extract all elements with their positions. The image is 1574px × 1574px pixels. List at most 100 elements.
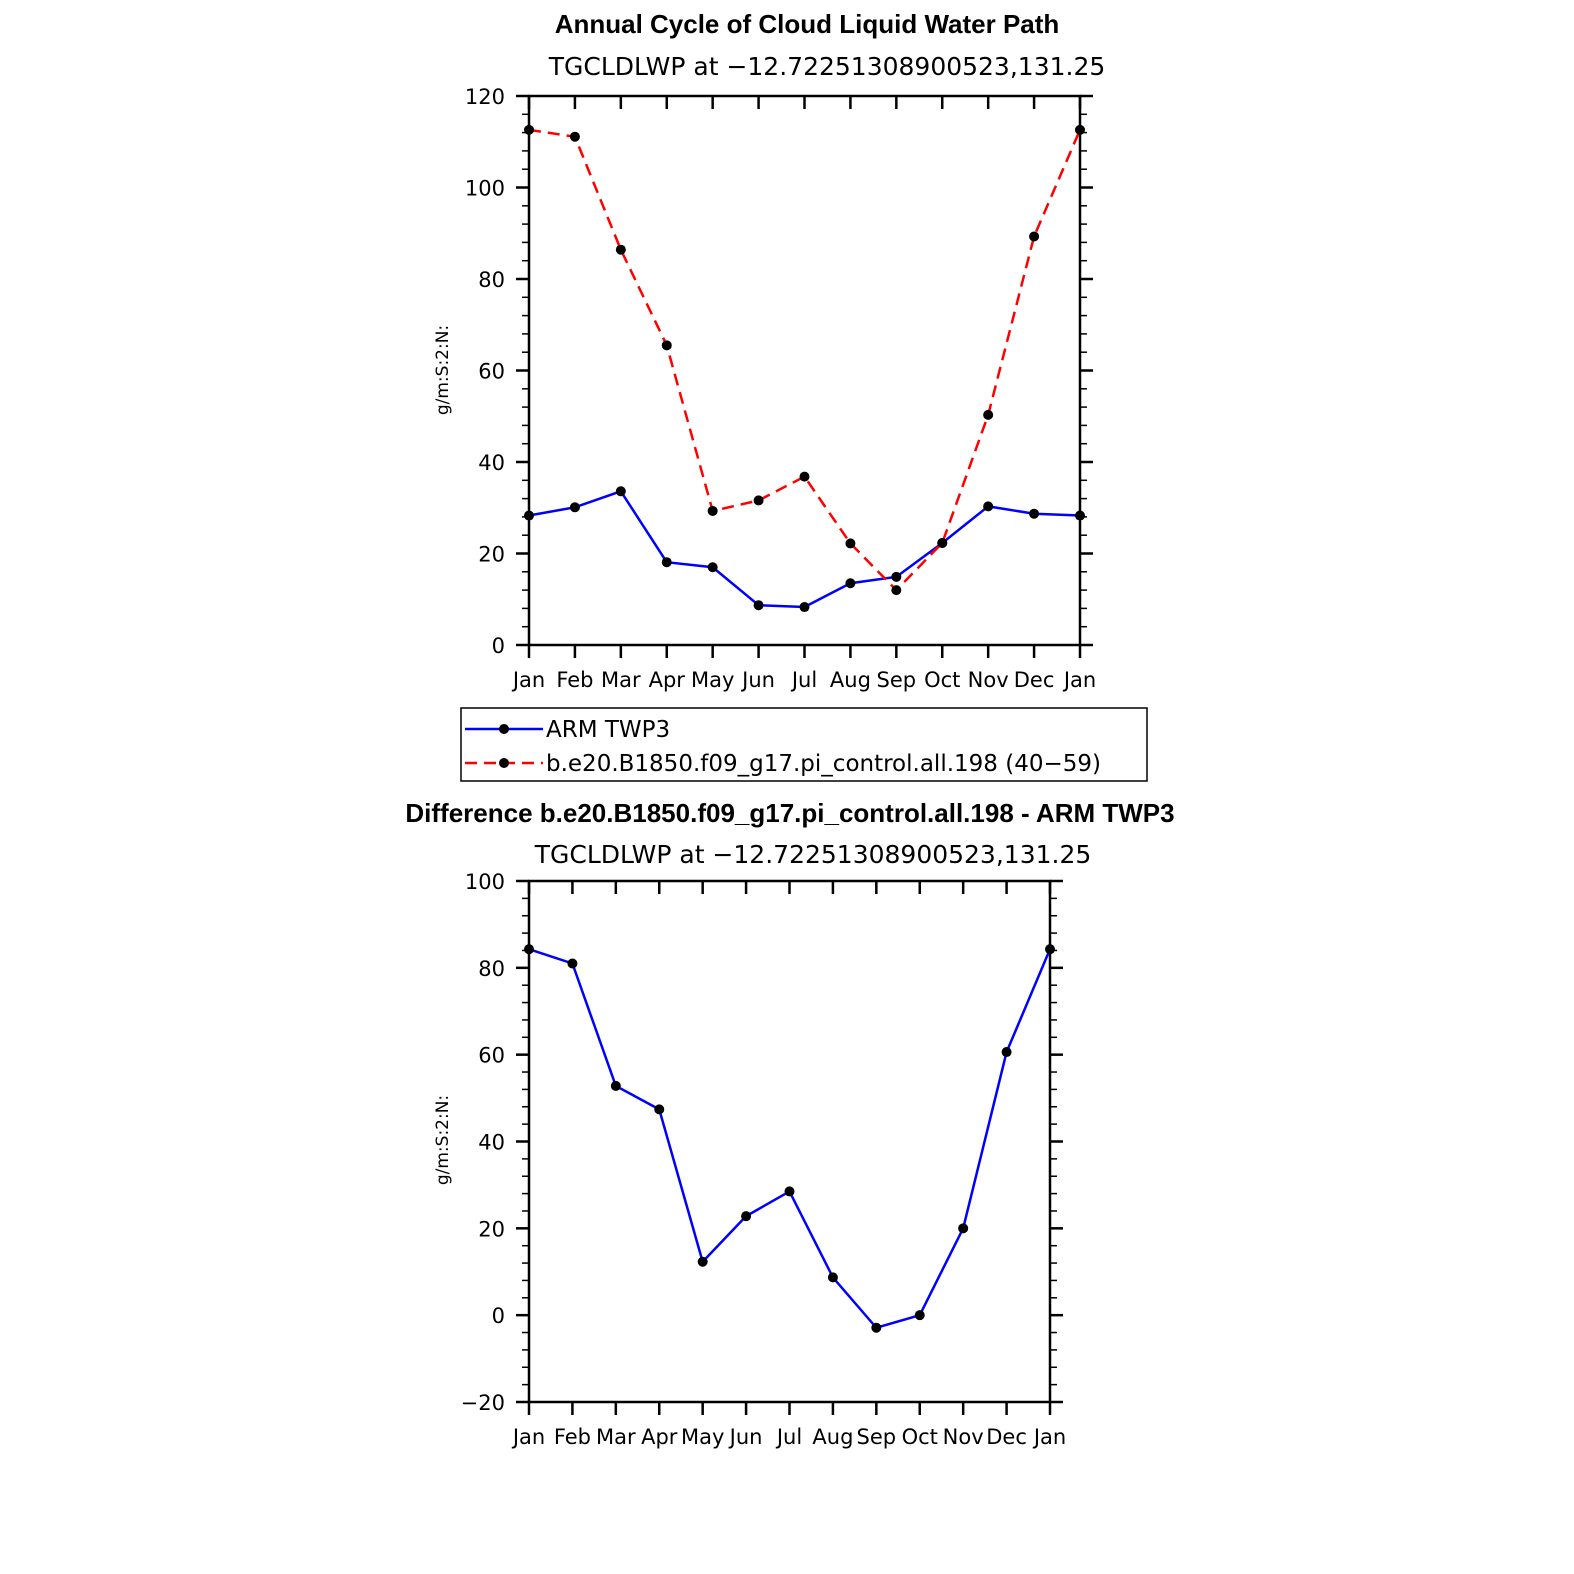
chart1-data-point	[569, 131, 580, 142]
chart2-data-point	[741, 1211, 752, 1222]
chart1-xtick-label: Aug	[830, 668, 871, 692]
chart1-xtick-label: May	[691, 668, 734, 692]
chart2-data-point	[567, 958, 578, 969]
chart1-data-point	[891, 585, 902, 596]
chart1-ytick-label: 0	[492, 634, 505, 658]
chart1-data-point	[615, 486, 626, 497]
chart2-xtick-label: Aug	[812, 1425, 853, 1449]
chart1-data-point	[845, 538, 856, 549]
chart1-series-line-0	[528, 489, 1081, 609]
chart1-data-point	[615, 244, 626, 255]
chart1-data-point	[1029, 508, 1040, 519]
legend-label-arm: ARM TWP3	[546, 717, 670, 743]
chart1-data-point	[1075, 124, 1085, 135]
chart1-data-point	[983, 501, 994, 512]
chart1-ytick-label: 60	[478, 360, 505, 384]
chart1-data-point	[661, 557, 672, 568]
chart2-ytick-label: 60	[478, 1044, 505, 1068]
chart1-data-point	[661, 340, 672, 351]
chart2-xtick-label: Jun	[728, 1425, 763, 1449]
chart2-data-point	[784, 1186, 795, 1197]
chart1-data-point	[845, 578, 856, 589]
chart2-y-axis-label: g/m:S:2:N:	[433, 1095, 453, 1185]
chart2-xtick-label: Mar	[596, 1425, 636, 1449]
chart2-ytick-label: 0	[492, 1304, 505, 1328]
chart2-data-point	[1001, 1047, 1012, 1058]
chart1-ytick-label: 100	[465, 177, 505, 201]
chart2-ticks: −20 0 20 40 60 80 100 Jan Feb Mar Apr May Jun Jul Aug S…	[461, 870, 1067, 1449]
chart1-data-point	[707, 505, 718, 516]
chart2-xtick-label: Sep	[857, 1425, 897, 1449]
chart1-ytick-label: 40	[478, 451, 505, 475]
chart1-y-axis-label: g/m:S:2:N:	[433, 325, 453, 415]
chart2-data-point	[827, 1272, 838, 1283]
legend-frame	[460, 707, 1148, 782]
chart1-legend: ARM TWP3 b.e20.B1850.f09_g17.pi_control.…	[460, 707, 1148, 782]
chart1-ytick-label: 120	[465, 85, 505, 109]
chart1-data-point	[983, 409, 994, 420]
legend-marker-model	[499, 758, 509, 768]
chart2-data-point	[958, 1223, 969, 1234]
chart1-data-point	[524, 124, 534, 135]
chart1-xtick-label: Mar	[601, 668, 641, 692]
legend-item-arm: ARM TWP3	[465, 717, 670, 743]
chart1-ticks: 0 20 40 60 80 100 120 Jan Feb Mar Apr May Jun Jul Aug S…	[465, 85, 1096, 692]
chart1-xtick-label: Nov	[968, 668, 1009, 692]
chart2-xtick-label: Dec	[986, 1425, 1027, 1449]
chart2-xtick-label: Nov	[943, 1425, 984, 1449]
chart1-ytick-label: 20	[478, 543, 505, 567]
chart2-series	[524, 944, 1055, 1333]
legend-marker-arm	[499, 724, 509, 734]
chart1-data-point	[1029, 231, 1040, 242]
chart1-xtick-label: Dec	[1014, 668, 1055, 692]
chart2-xtick-label: Apr	[641, 1425, 678, 1449]
chart2-data-point	[524, 944, 534, 955]
chart2-data-point	[871, 1322, 882, 1333]
chart2-data-point	[697, 1256, 708, 1267]
chart2-ytick-label: 80	[478, 957, 505, 981]
chart2-title: Difference b.e20.B1850.f09_g17.pi_contro…	[405, 798, 1174, 828]
chart2-data-point	[1045, 944, 1055, 955]
chart2-data-point	[914, 1310, 925, 1321]
chart1-title: Annual Cycle of Cloud Liquid Water Path	[555, 9, 1060, 39]
chart2-ytick-label: 20	[478, 1217, 505, 1241]
chart1-data-point	[1075, 510, 1085, 521]
chart1-data-point	[891, 571, 902, 582]
chart2-xtick-label: Feb	[554, 1425, 591, 1449]
legend-label-model: b.e20.B1850.f09_g17.pi_control.all.198 (…	[546, 751, 1101, 777]
chart1-frame	[527, 94, 1082, 647]
chart2-xtick-label: Jan	[1032, 1425, 1066, 1449]
chart1-data-point	[569, 502, 580, 513]
chart1-xtick-label: Apr	[649, 668, 686, 692]
chart2-series-line-0	[528, 947, 1052, 1330]
chart1-data-point	[753, 600, 764, 611]
chart1-data-point	[753, 495, 764, 506]
chart2-xtick-label: May	[681, 1425, 724, 1449]
chart1-data-point	[799, 471, 810, 482]
chart2-ytick-label: −20	[461, 1391, 505, 1415]
chart1-xtick-label: Jan	[511, 668, 545, 692]
chart1-xtick-label: Jun	[740, 668, 775, 692]
chart2-xtick-label: Oct	[902, 1425, 938, 1449]
chart1-data-point	[937, 537, 948, 548]
chart2-xtick-label: Jul	[775, 1425, 802, 1449]
chart1-data-point	[524, 510, 534, 521]
chart2-data-point	[654, 1104, 665, 1115]
chart2-frame	[527, 879, 1052, 1404]
chart1-ytick-label: 80	[478, 268, 505, 292]
chart1-data-point	[707, 562, 718, 573]
chart2-ytick-label: 100	[465, 870, 505, 894]
chart1-xtick-label: Jan	[1062, 668, 1096, 692]
chart2-data-point	[610, 1080, 621, 1091]
chart1-data-point	[799, 602, 810, 613]
chart2-xtick-label: Jan	[511, 1425, 545, 1449]
chart2-ytick-label: 40	[478, 1131, 505, 1155]
chart1-xtick-label: Oct	[924, 668, 960, 692]
chart2-subtitle: TGCLDLWP at −12.72251308900523,131.25	[534, 840, 1092, 869]
chart1-plot-area: 0 20 40 60 80 100 120 Jan Feb Mar Apr May Jun Jul Aug S…	[465, 85, 1096, 692]
legend-item-model: b.e20.B1850.f09_g17.pi_control.all.198 (…	[465, 751, 1101, 777]
chart1-series	[524, 124, 1085, 613]
chart1-xtick-label: Sep	[877, 668, 917, 692]
chart1-xtick-label: Jul	[790, 668, 817, 692]
